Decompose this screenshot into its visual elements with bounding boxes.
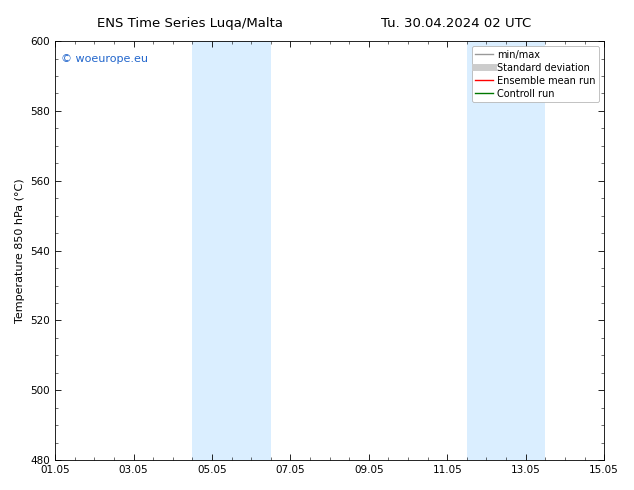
Text: © woeurope.eu: © woeurope.eu — [61, 53, 148, 64]
Legend: min/max, Standard deviation, Ensemble mean run, Controll run: min/max, Standard deviation, Ensemble me… — [472, 46, 599, 102]
Title: ENS Time Series Luqa/Malta      Tu. 30.04.2024 02 UTC: ENS Time Series Luqa/Malta Tu. 30.04.202… — [0, 489, 1, 490]
Y-axis label: Temperature 850 hPa (°C): Temperature 850 hPa (°C) — [15, 178, 25, 323]
Text: ENS Time Series Luqa/Malta: ENS Time Series Luqa/Malta — [97, 17, 283, 30]
Bar — [467, 41, 545, 460]
Text: Tu. 30.04.2024 02 UTC: Tu. 30.04.2024 02 UTC — [382, 17, 531, 30]
Bar — [192, 41, 271, 460]
